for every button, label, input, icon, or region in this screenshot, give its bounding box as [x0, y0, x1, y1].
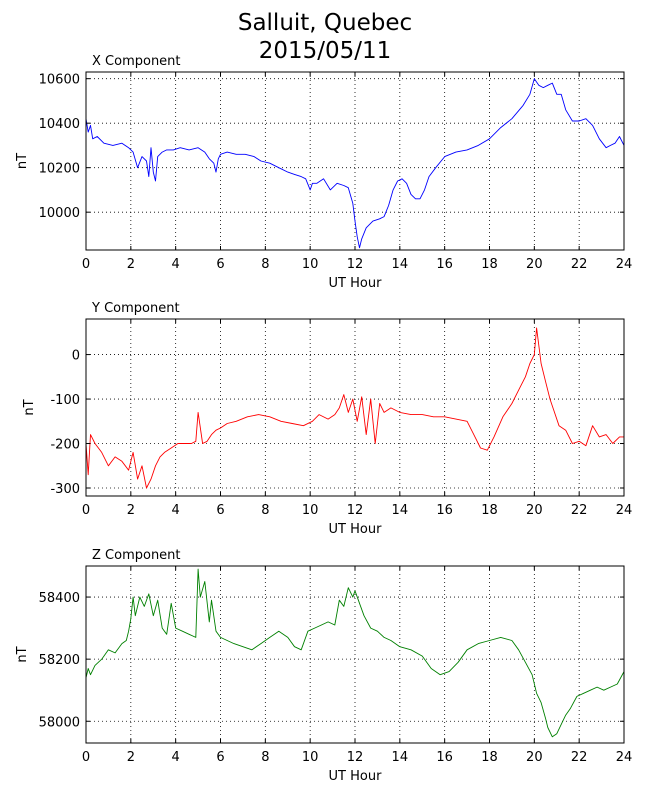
y-xtick-label-6: 12 [347, 503, 364, 518]
x-x-axis-label: UT Hour [329, 276, 383, 291]
z-xtick-label-10: 20 [526, 750, 543, 765]
y-xtick-label-10: 20 [526, 503, 543, 518]
y-ytick-label-0: -300 [50, 482, 80, 497]
y-xtick-label-1: 2 [127, 503, 135, 518]
z-xtick-label-1: 2 [127, 750, 135, 765]
y-xtick-label-7: 14 [392, 503, 409, 518]
z-ytick-label-2: 58400 [39, 591, 80, 606]
z-panel-title: Z Component [92, 548, 181, 563]
x-ytick-label-0: 10000 [39, 206, 80, 221]
y-xtick-label-12: 24 [616, 503, 633, 518]
z-xtick-label-12: 24 [616, 750, 633, 765]
z-xtick-label-11: 22 [571, 750, 588, 765]
x-series-line-0 [85, 78, 625, 249]
x-xtick-label-9: 18 [481, 257, 498, 272]
figure-title-line2: 2015/05/11 [258, 38, 392, 64]
z-xtick-label-9: 18 [481, 750, 498, 765]
x-xtick-label-2: 4 [172, 257, 180, 272]
x-xtick-label-10: 20 [526, 257, 543, 272]
z-xtick-label-0: 0 [82, 750, 90, 765]
x-ytick-label-3: 10600 [39, 73, 80, 88]
z-xtick-label-3: 6 [216, 750, 224, 765]
z-x-axis-label: UT Hour [329, 769, 383, 784]
z-ytick-label-1: 58200 [39, 653, 80, 668]
y-xtick-label-2: 4 [172, 503, 180, 518]
x-ytick-label-2: 10400 [39, 117, 80, 132]
z-xtick-label-5: 10 [302, 750, 319, 765]
x-xtick-label-12: 24 [616, 257, 633, 272]
y-xtick-label-8: 16 [436, 503, 453, 518]
x-xtick-label-11: 22 [571, 257, 588, 272]
x-xtick-label-5: 10 [302, 257, 319, 272]
x-xtick-label-1: 2 [127, 257, 135, 272]
x-xtick-label-7: 14 [392, 257, 409, 272]
y-xtick-label-4: 8 [261, 503, 269, 518]
y-ytick-label-3: 0 [72, 349, 80, 364]
y-xtick-label-3: 6 [216, 503, 224, 518]
x-xtick-label-4: 8 [261, 257, 269, 272]
z-xtick-label-8: 16 [436, 750, 453, 765]
y-series-line-0 [85, 327, 624, 489]
x-xtick-label-3: 6 [216, 257, 224, 272]
x-y-axis-label: nT [15, 153, 30, 169]
z-xtick-label-4: 8 [261, 750, 269, 765]
figure-title-line1: Salluit, Quebec [237, 10, 413, 36]
z-xtick-label-2: 4 [172, 750, 180, 765]
z-xtick-label-6: 12 [347, 750, 364, 765]
z-ytick-label-0: 58000 [39, 715, 80, 730]
y-xtick-label-9: 18 [481, 503, 498, 518]
x-xtick-label-6: 12 [347, 257, 364, 272]
y-y-axis-label: nT [22, 399, 37, 415]
x-xtick-label-8: 16 [436, 257, 453, 272]
y-xtick-label-5: 10 [302, 503, 319, 518]
y-xtick-label-11: 22 [571, 503, 588, 518]
z-y-axis-label: nT [15, 646, 30, 662]
z-series-line-0 [85, 568, 625, 738]
x-xtick-label-0: 0 [82, 257, 90, 272]
y-xtick-label-0: 0 [82, 503, 90, 518]
z-xtick-label-7: 14 [392, 750, 409, 765]
y-panel-title: Y Component [91, 301, 180, 316]
y-x-axis-label: UT Hour [329, 522, 383, 537]
x-panel-title: X Component [92, 54, 181, 69]
y-ytick-label-1: -200 [50, 438, 80, 453]
y-ytick-label-2: -100 [50, 393, 80, 408]
x-ytick-label-1: 10200 [39, 162, 80, 177]
